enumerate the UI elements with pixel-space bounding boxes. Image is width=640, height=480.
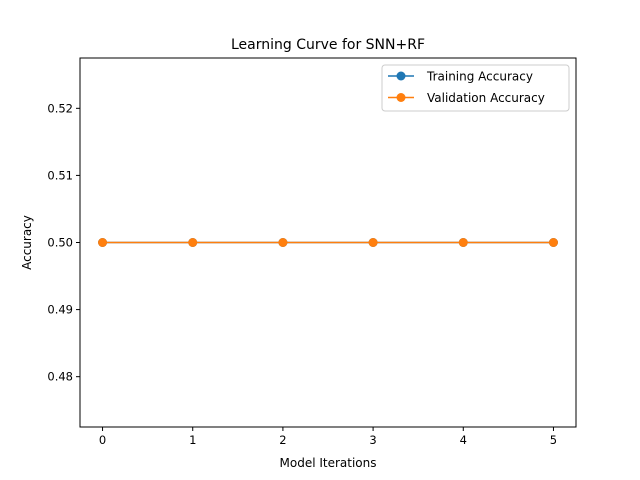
x-tick-label: 5 xyxy=(550,433,557,447)
plot-frame xyxy=(79,57,577,428)
x-tick-label: 1 xyxy=(189,433,196,447)
legend-marker xyxy=(396,93,406,102)
x-tick-label: 4 xyxy=(460,433,467,447)
x-tick-label: 2 xyxy=(279,433,286,447)
legend-marker xyxy=(396,71,406,81)
y-axis-label: Accuracy xyxy=(20,215,34,270)
y-tick-label: 0.51 xyxy=(47,168,73,182)
legend: Training Accuracy Validation Accuracy xyxy=(381,64,570,112)
series-layer xyxy=(98,238,558,247)
y-tick-label: 0.52 xyxy=(47,101,73,115)
data-point xyxy=(548,238,558,247)
axis-ticks: 0 1 2 3 4 5 0.48 0.49 0.50 0.51 0.52 xyxy=(47,101,557,447)
data-point xyxy=(458,238,468,247)
legend-box xyxy=(381,64,570,112)
x-tick-label: 3 xyxy=(369,433,376,447)
data-point xyxy=(368,238,378,247)
y-tick-label: 0.50 xyxy=(47,236,73,250)
legend-label: Training Accuracy xyxy=(426,70,533,84)
legend-label: Validation Accuracy xyxy=(427,91,545,105)
x-tick-label: 0 xyxy=(99,433,106,447)
chart-title: Learning Curve for SNN+RF xyxy=(231,37,425,53)
x-axis-label: Model Iterations xyxy=(280,456,377,470)
y-tick-label: 0.49 xyxy=(47,303,73,317)
y-tick-label: 0.48 xyxy=(47,370,73,384)
data-point xyxy=(98,238,108,247)
data-point xyxy=(188,238,198,247)
data-point xyxy=(278,238,288,247)
